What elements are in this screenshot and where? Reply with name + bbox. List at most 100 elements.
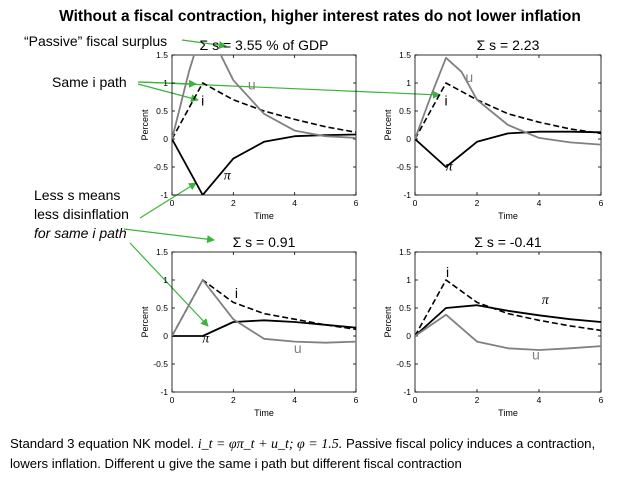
y-tick-label: -1 (403, 190, 411, 200)
x-tick-label: 0 (413, 395, 418, 405)
series-label: i (201, 92, 204, 108)
x-tick-label: 4 (537, 395, 542, 405)
less-s-label-2: less disinflation (34, 206, 129, 222)
series-label: π (224, 168, 232, 183)
y-tick-label: -0.5 (396, 359, 411, 369)
series-line-i (172, 279, 356, 337)
arrow-less-s-to-bottom-pi (129, 242, 209, 327)
x-tick-label: 2 (475, 198, 480, 208)
y-tick-label: 1 (163, 78, 168, 88)
chart-panel-1: -1 -0.5 0 0.5 1 1.5 0 2 4 6 Time Percent Σ s = 3.55 … (140, 37, 359, 221)
chart-panel-3: -1 -0.5 0 0.5 1 1.5 0 2 4 6 Time Percent Σ s = 0.91 i… (140, 234, 359, 418)
series-line-pi (172, 319, 356, 337)
series-line-u (415, 56, 601, 146)
series-label: u (294, 340, 302, 356)
plot-frame (171, 251, 357, 393)
y-axis-label: Percent (383, 306, 393, 338)
annotation-arrows (123, 39, 441, 327)
caption-part2: Passive fiscal policy induces a contract… (10, 436, 596, 471)
y-tick-label: 0 (406, 134, 411, 144)
x-tick-label: 0 (170, 198, 175, 208)
series-label: π (446, 159, 454, 174)
arrow-less-s-to-bottom-title (123, 228, 215, 244)
x-tick-label: 6 (599, 395, 604, 405)
series-group (415, 56, 601, 168)
y-tick-label: 0 (163, 134, 168, 144)
series-label: i (444, 92, 447, 108)
x-axis-label: Time (254, 408, 274, 418)
x-tick-label: 4 (537, 198, 542, 208)
caption-equation: i_t = φπ_t + u_t; φ = 1.5. (197, 437, 343, 452)
series-label: u (532, 347, 540, 363)
x-tick-label: 4 (292, 395, 297, 405)
y-tick-label: 1.5 (399, 50, 411, 60)
arrow-same-i-top-left-2 (137, 83, 199, 103)
series-line-u (172, 55, 356, 140)
y-tick-label: -1 (160, 190, 168, 200)
x-tick-label: 2 (231, 198, 236, 208)
series-line-i (415, 82, 601, 140)
y-tick-label: 0 (163, 331, 168, 341)
less-s-label-1: Less s means (34, 187, 120, 203)
panels: -1 -0.5 0 0.5 1 1.5 0 2 4 6 Time Percent Σ s = 3.55 … (140, 37, 604, 418)
y-tick-label: 0.5 (399, 303, 411, 313)
chart-title: Σ s = 2.23 (477, 37, 540, 53)
x-tick-label: 6 (599, 198, 604, 208)
series-line-pi (172, 133, 356, 195)
y-tick-label: -0.5 (153, 359, 168, 369)
series-line-u (415, 313, 601, 351)
y-tick-label: -0.5 (153, 162, 168, 172)
caption: Standard 3 equation NK model. i_t = φπ_t… (10, 434, 632, 473)
caption-part1: Standard 3 equation NK model. (10, 436, 195, 451)
x-axis-label: Time (254, 211, 274, 221)
series-label: i (446, 264, 449, 280)
chart-title: Σ s = 0.91 (233, 234, 296, 250)
x-axis-label: Time (498, 211, 518, 221)
x-tick-label: 6 (354, 198, 359, 208)
y-tick-label: 0.5 (156, 303, 168, 313)
plot-frame (414, 54, 602, 196)
y-tick-label: 1.5 (156, 50, 168, 60)
y-tick-label: -1 (403, 387, 411, 397)
series-line-pi (415, 130, 601, 168)
arrow-less-s-to-top-pi (139, 182, 197, 219)
series-label: π (202, 332, 210, 347)
y-tick-label: 1 (163, 275, 168, 285)
y-tick-label: 0.5 (156, 106, 168, 116)
x-tick-label: 0 (170, 395, 175, 405)
x-axis-label: Time (498, 408, 518, 418)
y-tick-label: 0 (406, 331, 411, 341)
series-line-i (172, 82, 356, 140)
y-tick-label: 1.5 (399, 247, 411, 257)
x-tick-label: 2 (475, 395, 480, 405)
y-tick-label: 1 (406, 275, 411, 285)
series-label: i (235, 285, 238, 301)
chart-title: Σ s = -0.41 (474, 234, 542, 250)
y-axis-label: Percent (140, 109, 150, 141)
x-tick-label: 0 (413, 198, 418, 208)
arrow-passive-to-title (181, 39, 227, 50)
y-axis-label: Percent (383, 109, 393, 141)
less-s-label-3: for same i path (34, 225, 127, 241)
x-tick-label: 2 (231, 395, 236, 405)
same-i-path-label: Same i path (52, 74, 127, 90)
arrow-same-i-top-right (139, 81, 441, 99)
y-axis-label: Percent (140, 306, 150, 338)
slide-title: Without a fiscal contraction, higher int… (59, 8, 581, 25)
plot-frame (171, 54, 357, 196)
chart-title: Σ s = 3.55 % of GDP (200, 37, 329, 53)
series-group (172, 279, 356, 344)
series-group (415, 279, 601, 351)
passive-surplus-label: “Passive” fiscal surplus (24, 33, 167, 49)
x-tick-label: 6 (354, 395, 359, 405)
y-tick-label: -1 (160, 387, 168, 397)
plot-frame (414, 251, 602, 393)
series-line-u (172, 279, 356, 344)
series-label: u (248, 77, 256, 93)
y-tick-label: 1 (406, 78, 411, 88)
series-label: u (465, 69, 473, 85)
series-line-i (415, 279, 601, 337)
series-line-pi (415, 304, 601, 337)
x-tick-label: 4 (292, 198, 297, 208)
